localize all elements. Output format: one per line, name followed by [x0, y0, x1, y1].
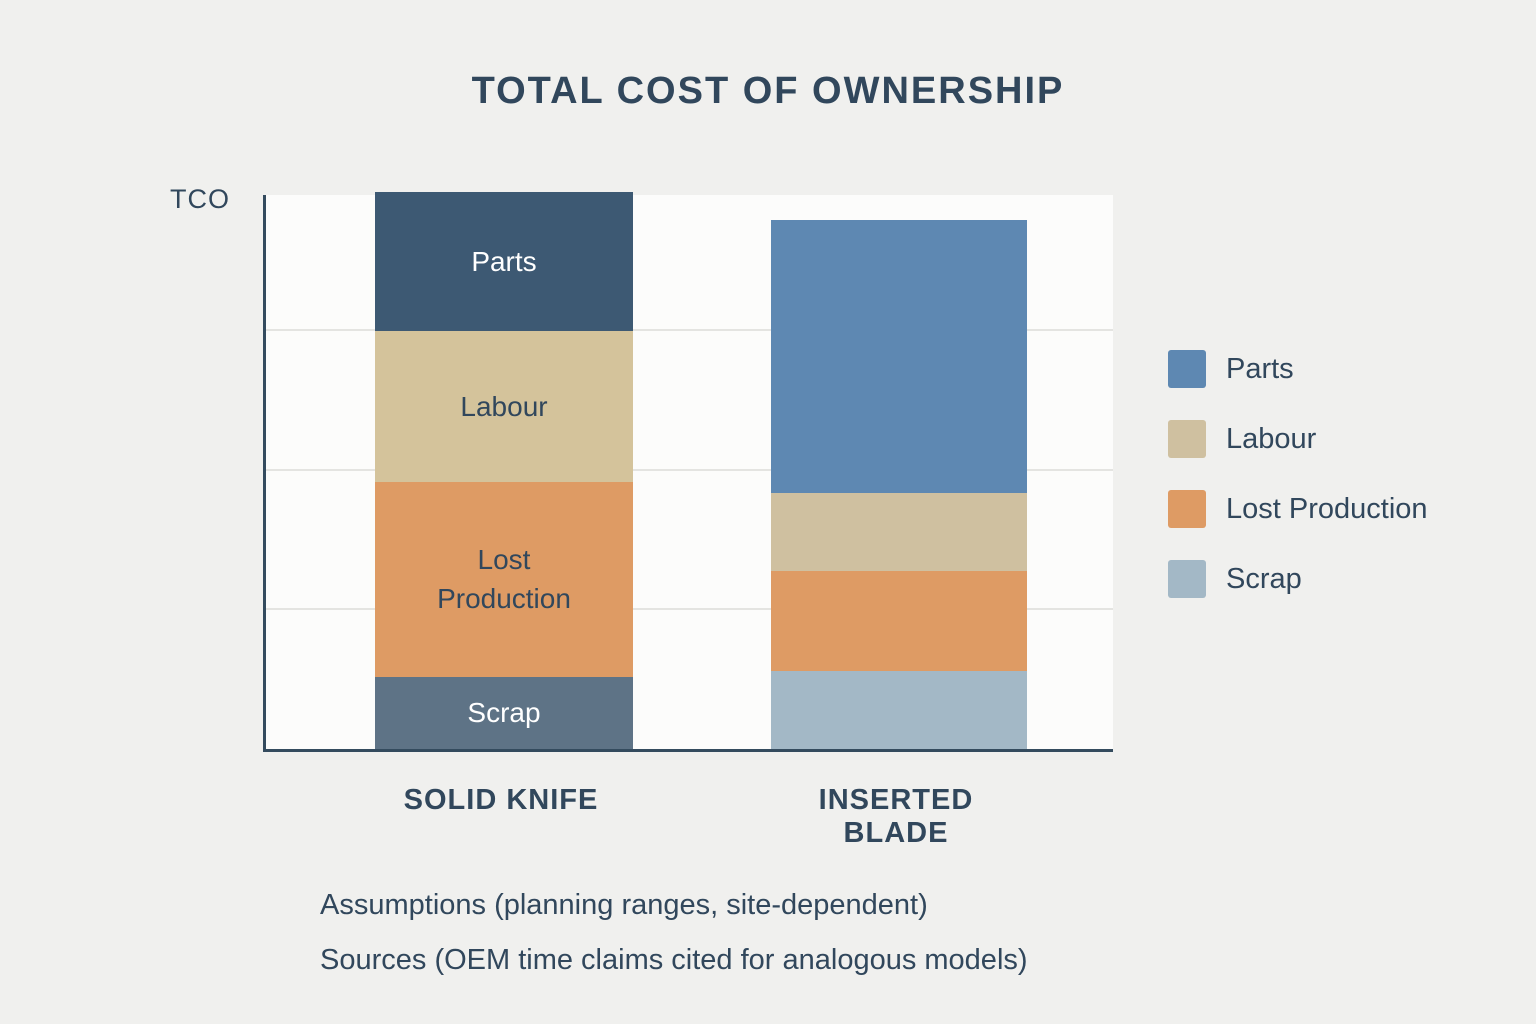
chart-title: TOTAL COST OF OWNERSHIP	[471, 70, 1065, 112]
legend-label: Labour	[1226, 422, 1317, 455]
legend: Parts Labour Lost Production Scrap	[1168, 350, 1428, 598]
segment-parts: Parts	[375, 192, 633, 332]
gridline	[266, 329, 1113, 332]
segment-lost-production	[771, 570, 1027, 672]
legend-label: Scrap	[1226, 562, 1302, 595]
assumptions-note: Assumptions (planning ranges, site-depen…	[320, 889, 928, 921]
segment-label-labour: Labour	[460, 390, 548, 422]
legend-item-scrap: Scrap	[1168, 560, 1428, 598]
category-label-solid-knife: SOLID KNIFE	[403, 784, 599, 816]
segment-label-scrap: Scrap	[467, 697, 541, 729]
plot-area: Parts Labour Lost Production Scrap	[263, 192, 1113, 752]
legend-label: Lost Production	[1226, 492, 1428, 525]
segment-scrap	[771, 671, 1027, 749]
legend-swatch-lost-production	[1168, 490, 1206, 528]
segment-label-parts: Parts	[471, 246, 537, 278]
legend-label: Parts	[1226, 352, 1294, 385]
legend-item-parts: Parts	[1168, 350, 1428, 388]
legend-swatch-scrap	[1168, 560, 1206, 598]
legend-item-labour: Labour	[1168, 420, 1428, 458]
segment-parts	[771, 219, 1027, 493]
footnotes: Assumptions (planning ranges, site-depen…	[320, 878, 1028, 988]
bar-inserted-blade	[771, 219, 1027, 749]
gridline	[266, 468, 1113, 471]
legend-swatch-labour	[1168, 420, 1206, 458]
segment-labour: Labour	[375, 331, 633, 482]
gridline	[266, 607, 1113, 610]
segment-labour	[771, 492, 1027, 571]
segment-lost-production: Lost Production	[375, 481, 633, 677]
y-axis-label: TCO	[170, 184, 230, 214]
sources-note: Sources (OEM time claims cited for analo…	[320, 944, 1028, 976]
segment-label-lost-production: Lost Production	[437, 543, 571, 615]
legend-swatch-parts	[1168, 350, 1206, 388]
legend-item-lost-production: Lost Production	[1168, 490, 1428, 528]
bar-solid-knife: Parts Labour Lost Production Scrap	[375, 192, 633, 749]
segment-scrap: Scrap	[375, 676, 633, 749]
category-label-inserted-blade: INSERTED BLADE	[818, 784, 974, 849]
